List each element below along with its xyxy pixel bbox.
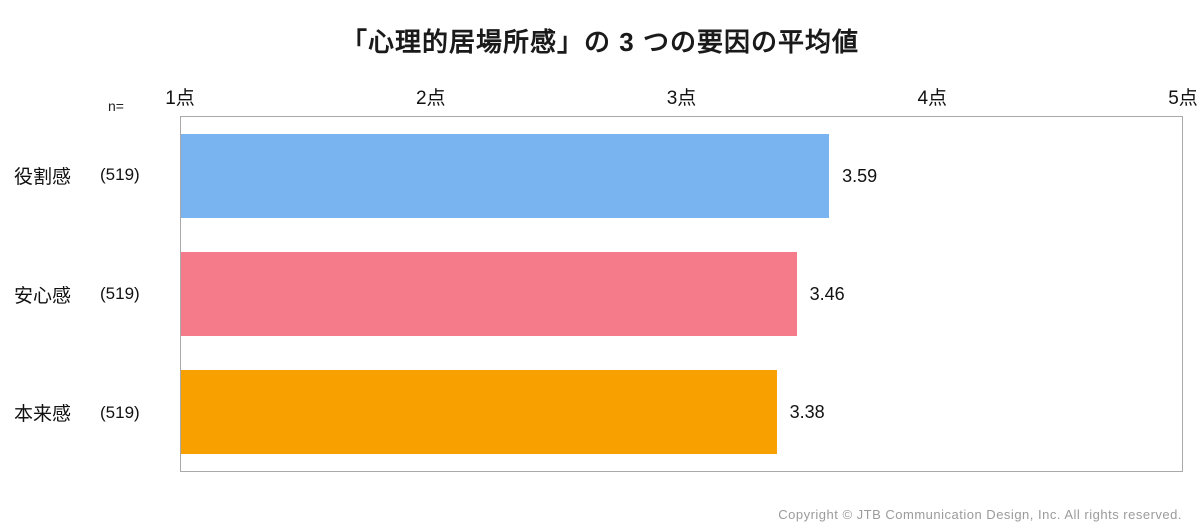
bar-row: 3.59	[181, 117, 1182, 235]
sample-size: (519)	[100, 165, 140, 185]
x-axis-tick: 3点	[666, 88, 697, 109]
bar	[181, 370, 777, 454]
x-axis-tick: 2点	[415, 88, 446, 109]
category-label: 役割感	[14, 166, 72, 188]
bar	[181, 252, 797, 336]
x-axis: 1点 2点 3点 4点 5点	[165, 70, 1198, 116]
category-label-row: 本来感 (519)	[0, 353, 180, 472]
n-label: n=	[108, 98, 124, 114]
category-labels: 役割感 (519) 安心感 (519) 本来感 (519)	[0, 116, 180, 472]
sample-size: (519)	[100, 284, 140, 303]
category-label-row: 役割感 (519)	[0, 116, 180, 235]
chart-title: 「心理的居場所感」の 3 つの要因の平均値	[341, 27, 859, 57]
plot-wrap: 役割感 (519) 安心感 (519) 本来感 (519) 3.59 3.46 3.38	[0, 116, 1200, 472]
bar-chart: n= 1点 2点 3点 4点 5点 役割感 (519) 安心感 (519) 本来感 (519) 3…	[0, 70, 1200, 472]
value-label: 3.59	[842, 165, 878, 186]
plot-area: 3.59 3.46 3.38	[180, 116, 1183, 472]
bar-row: 3.38	[181, 353, 1182, 471]
category-label: 安心感	[14, 285, 72, 307]
x-axis-tick: 5点	[1168, 88, 1198, 109]
x-axis-tick: 1点	[165, 88, 195, 109]
category-label-row: 安心感 (519)	[0, 235, 180, 354]
x-axis-row: n= 1点 2点 3点 4点 5点	[0, 70, 1200, 116]
bar-row: 3.46	[181, 235, 1182, 353]
value-label: 3.38	[789, 401, 825, 422]
bar	[181, 134, 830, 218]
sample-size: (519)	[100, 402, 140, 422]
x-axis-tick: 4点	[917, 88, 948, 109]
category-label: 本来感	[14, 404, 72, 426]
copyright-text: Copyright © JTB Communication Design, In…	[778, 507, 1182, 522]
value-label: 3.46	[809, 283, 845, 304]
